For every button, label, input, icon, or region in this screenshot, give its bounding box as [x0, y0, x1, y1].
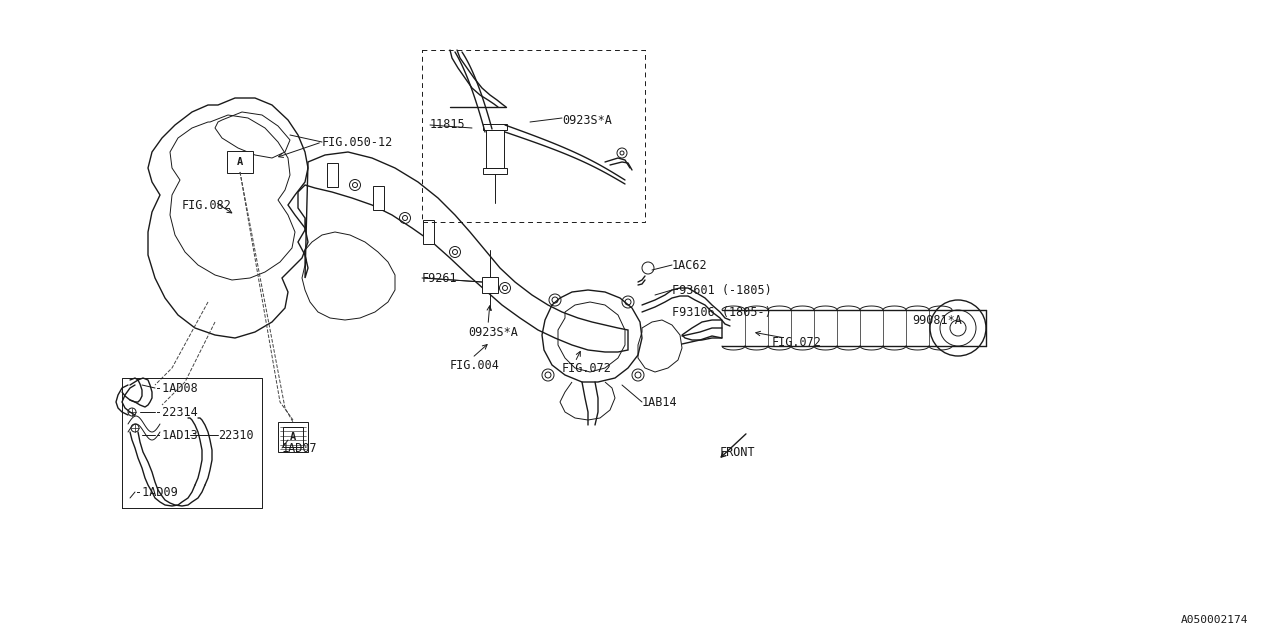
Text: 1AD07: 1AD07 [282, 442, 317, 454]
Text: -1AD09: -1AD09 [134, 486, 178, 499]
Text: 0923S*A: 0923S*A [562, 113, 612, 127]
Bar [483, 168, 507, 174]
Bar [372, 186, 384, 210]
FancyBboxPatch shape [227, 151, 253, 173]
Text: -22314: -22314 [155, 406, 197, 419]
Bar [422, 220, 434, 244]
Text: A050002174: A050002174 [1180, 615, 1248, 625]
Text: A: A [289, 432, 296, 442]
Bar [483, 124, 507, 130]
Text: -1AD13: -1AD13 [155, 429, 197, 442]
Text: FIG.072: FIG.072 [772, 335, 822, 349]
Text: 1AC62: 1AC62 [672, 259, 708, 271]
Text: 1AB14: 1AB14 [643, 396, 677, 408]
FancyBboxPatch shape [283, 427, 303, 447]
Bar [326, 163, 338, 187]
Bar [278, 422, 308, 452]
Text: 11815: 11815 [430, 118, 466, 131]
Text: FRONT: FRONT [721, 445, 755, 458]
Bar [486, 130, 504, 168]
Text: F9261: F9261 [422, 271, 458, 285]
Text: F93106 (1805-): F93106 (1805-) [672, 305, 772, 319]
Text: FIG.004: FIG.004 [451, 358, 500, 371]
Text: FIG.082: FIG.082 [182, 198, 232, 211]
Text: 0923S*A: 0923S*A [468, 326, 518, 339]
Text: 22310: 22310 [218, 429, 253, 442]
Text: A: A [237, 157, 243, 167]
Text: 99081*A: 99081*A [911, 314, 961, 326]
Text: F93601 (-1805): F93601 (-1805) [672, 284, 772, 296]
Text: FIG.050-12: FIG.050-12 [323, 136, 393, 148]
Text: -1AD08: -1AD08 [155, 381, 197, 394]
Bar [483, 277, 498, 293]
Text: FIG.072: FIG.072 [562, 362, 612, 374]
